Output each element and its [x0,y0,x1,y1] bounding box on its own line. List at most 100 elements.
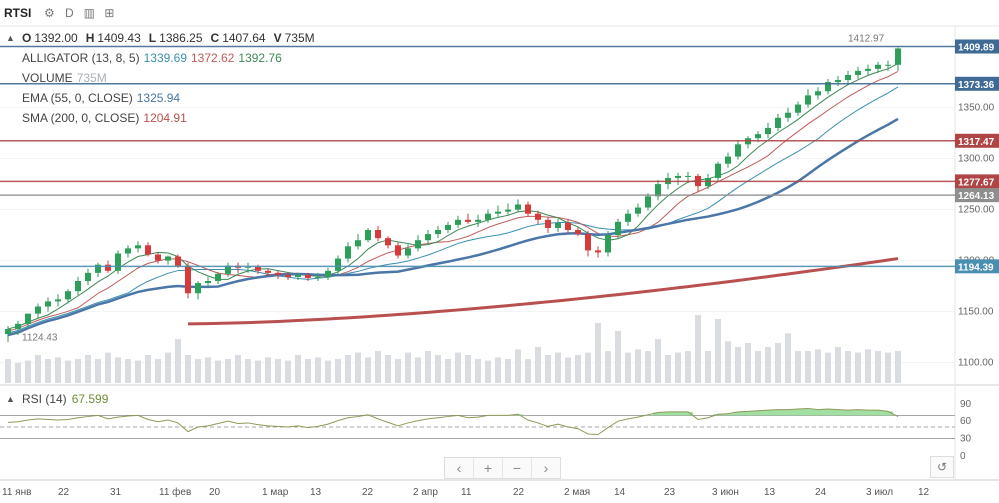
volume-bar [785,333,791,383]
scroll-left-button[interactable]: ‹ [445,458,474,478]
volume-bar [725,341,731,383]
candle-body [635,207,641,214]
volume-bar [585,352,591,383]
scroll-right-button[interactable]: › [543,460,549,476]
candle-body [85,272,91,281]
x-tick-label: 31 [110,487,122,498]
candle-body [855,70,861,75]
x-tick-label: 22 [362,487,374,498]
gear-icon[interactable]: ⚙ [43,6,55,20]
interval-icon[interactable]: D [65,6,74,20]
rsi-overbought-fill [753,410,763,416]
volume-bar [75,359,81,383]
volume-bar [325,360,331,383]
volume-bar [555,352,561,383]
legend-sma[interactable]: SMA (200, 0, CLOSE) 1204.91 [6,108,323,128]
ema-label: EMA (55, 0, CLOSE) [22,91,133,105]
ohlc-high-key: H [85,31,95,45]
rsi-overbought-fill [873,410,883,416]
rsi-value: 67.599 [71,392,109,406]
reset-icon[interactable]: ↺ [930,456,954,478]
volume-bar [835,347,841,383]
volume-bar [485,360,491,383]
legend-alligator[interactable]: ALLIGATOR (13, 8, 5) 1339.69 1372.62 139… [6,48,323,68]
rsi-overbought-fill [723,413,733,416]
legend-volume[interactable]: VOLUME 735M [6,68,323,88]
add-indicator-icon[interactable]: ⊞ [104,6,115,20]
candle-body [305,274,311,278]
x-tick-label: 11 фев [159,486,191,498]
candle-body [425,234,431,241]
rsi-overbought-fill [853,409,863,416]
volume-bar [705,351,711,383]
candle-body [775,117,781,128]
rsi-overbought-fill [793,409,803,416]
volume-bar [845,351,851,383]
candle-body [795,104,801,113]
candle-body [545,219,551,228]
volume-label: VOLUME [22,71,73,85]
rsi-overbought-fill [773,409,783,416]
symbol-label[interactable]: RTSI [4,6,32,20]
candle-body [645,196,651,208]
y-tick-label: 1100.00 [958,358,994,369]
volume-bar [545,355,551,383]
volume-bar [345,355,351,383]
bar-chart-icon[interactable]: ▥ [83,6,96,20]
rsi-overbought-fill [883,411,893,416]
ohlc-high: 1409.43 [97,31,141,45]
zoom-in-button[interactable]: + [474,458,503,478]
x-tick-label: 14 [614,487,626,498]
volume-bar [685,351,691,383]
legend-ema[interactable]: EMA (55, 0, CLOSE) 1325.94 [6,88,323,108]
price-marker-label: 1194.39 [958,262,994,273]
price-marker-label: 1277.67 [958,177,995,188]
ohlc-close-key: C [210,31,220,45]
alligator-label: ALLIGATOR (13, 8, 5) [22,51,140,65]
candle-body [755,134,761,139]
x-tick-label: 2 мая [564,487,590,498]
chevron-up-icon[interactable]: ▲ [6,33,15,43]
alligator-lips-line [7,63,899,330]
volume-bar [715,319,721,383]
candle-body [115,253,121,271]
volume-bar [655,339,661,383]
price-marker-box [955,174,999,189]
x-tick-label: 20 [209,487,221,498]
volume-bar [505,359,511,383]
candle-body [145,245,151,255]
rsi-label: RSI (14) [22,392,67,406]
volume-bar [695,315,701,383]
candle-body [875,64,881,69]
candle-body [385,238,391,246]
candle-body [675,175,681,178]
x-tick-label: 12 [918,487,930,498]
candle-body [155,254,161,261]
volume-bar [645,351,651,383]
zoom-out-button[interactable]: − [503,458,532,478]
volume-bar [65,360,71,383]
chevron-up-icon[interactable]: ▲ [6,394,15,404]
ohlc-open-key: O [22,31,32,45]
price-marker-label: 1373.36 [958,80,995,91]
volume-bar [795,351,801,383]
volume-bar [415,357,421,383]
volume-bar [625,352,631,383]
volume-bar [245,359,251,383]
rsi-overbought-fill [763,410,773,416]
rsi-overbought-fill [733,411,743,416]
volume-bar [205,357,211,383]
candle-body [715,163,721,178]
candle-body [255,266,261,271]
volume-bar [885,352,891,383]
volume-bar [675,352,681,383]
rsi-tick-label: 60 [960,416,972,427]
price-marker-box [955,39,999,54]
volume-bar [265,357,271,383]
candle-body [435,230,441,235]
candle-body [835,80,841,83]
volume-bar [535,347,541,383]
rsi-legend[interactable]: ▲ RSI (14) 67.599 [6,392,108,406]
